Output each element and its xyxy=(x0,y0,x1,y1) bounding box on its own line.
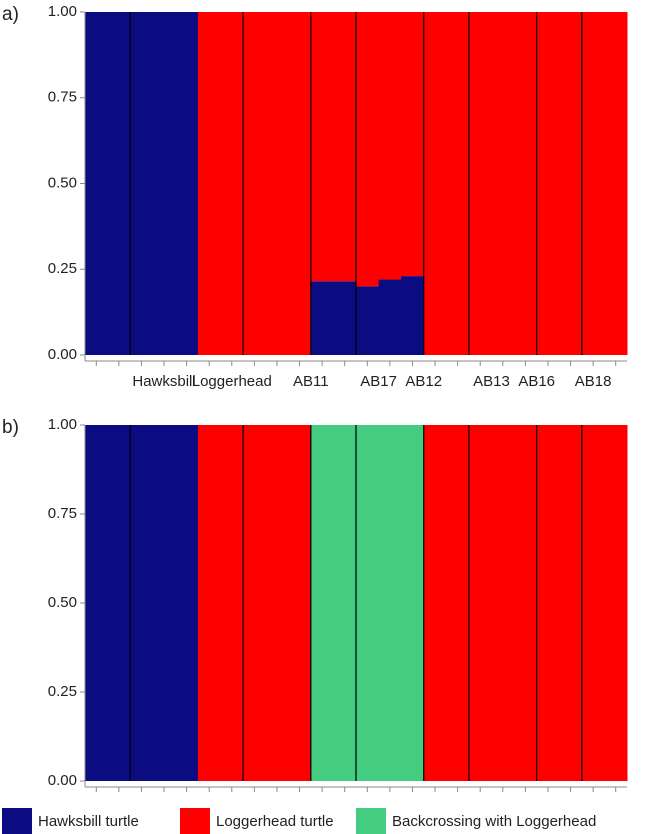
bar-segment xyxy=(423,12,447,355)
bar-segment xyxy=(401,425,425,781)
x-tick-label: AB11 xyxy=(293,373,329,390)
bar-segment xyxy=(220,12,244,355)
bar-segment xyxy=(378,279,402,355)
bar-segment xyxy=(175,425,199,781)
bar-segment xyxy=(333,12,357,282)
x-tick-label: Hawksbill xyxy=(132,373,195,390)
bar-segment xyxy=(468,425,492,781)
bar-segment xyxy=(107,12,131,355)
bar-segment xyxy=(356,12,380,287)
y-tick-label: 1.00 xyxy=(48,416,77,433)
bar-segment xyxy=(310,12,334,282)
panel-label: a) xyxy=(2,4,19,25)
x-tick-label: AB13 xyxy=(473,373,510,390)
bar-segment xyxy=(130,425,154,781)
y-tick-label: 0.75 xyxy=(48,89,77,106)
bar-segment xyxy=(197,425,221,781)
bar-segment xyxy=(491,425,515,781)
bar-segment xyxy=(288,425,312,781)
bar-segment xyxy=(581,12,605,355)
bar-segment xyxy=(378,425,402,781)
bar-segment xyxy=(152,425,176,781)
x-tick-label: AB18 xyxy=(575,373,612,390)
bar-segment xyxy=(130,12,154,355)
bar-segment xyxy=(514,425,538,781)
legend-swatch xyxy=(2,808,32,834)
x-tick-label: AB16 xyxy=(518,373,555,390)
bar-segment xyxy=(197,12,221,355)
legend-label: Backcrossing with Loggerhead xyxy=(392,813,596,830)
bar-segment xyxy=(378,12,402,280)
bar-segment xyxy=(265,425,289,781)
bar-segment xyxy=(152,12,176,355)
bar-segment xyxy=(333,425,357,781)
bar-segment xyxy=(514,12,538,355)
bar-segment xyxy=(243,12,267,355)
y-tick-label: 1.00 xyxy=(48,3,77,20)
y-tick-label: 0.25 xyxy=(48,260,77,277)
bar-segment xyxy=(85,425,109,781)
bar-segment xyxy=(536,12,560,355)
bar-segment xyxy=(423,425,447,781)
panel-label: b) xyxy=(2,417,19,438)
bar-segment xyxy=(401,276,425,355)
y-tick-label: 0.50 xyxy=(48,594,77,611)
bar-segment xyxy=(536,425,560,781)
bar-segment xyxy=(310,281,334,355)
bar-segment xyxy=(559,12,583,355)
legend-label: Hawksbill turtle xyxy=(38,813,139,830)
legend-swatch xyxy=(356,808,386,834)
bar-segment xyxy=(356,425,380,781)
y-tick-label: 0.00 xyxy=(48,772,77,789)
bar-segment xyxy=(175,12,199,355)
bar-segment xyxy=(310,425,334,781)
bar-segment xyxy=(581,425,605,781)
legend-swatch xyxy=(180,808,210,834)
bar-segment xyxy=(243,425,267,781)
x-tick-label: Loggerhead xyxy=(192,373,272,390)
x-tick-label: AB17 xyxy=(360,373,397,390)
bar-segment xyxy=(401,12,425,277)
y-tick-label: 0.00 xyxy=(48,346,77,363)
bar-segment xyxy=(468,12,492,355)
bar-segment xyxy=(604,12,628,355)
x-tick-label: AB12 xyxy=(405,373,442,390)
bar-segment xyxy=(491,12,515,355)
legend-label: Loggerhead turtle xyxy=(216,813,334,830)
y-tick-label: 0.75 xyxy=(48,505,77,522)
y-tick-label: 0.25 xyxy=(48,683,77,700)
bar-segment xyxy=(559,425,583,781)
y-tick-label: 0.50 xyxy=(48,174,77,191)
bar-segment xyxy=(604,425,628,781)
bar-segment xyxy=(446,12,470,355)
bar-segment xyxy=(333,281,357,355)
bar-segment xyxy=(356,286,380,355)
bar-segment xyxy=(85,12,109,355)
bar-segment xyxy=(288,12,312,355)
bar-segment xyxy=(265,12,289,355)
bar-segment xyxy=(220,425,244,781)
bar-segment xyxy=(446,425,470,781)
bar-segment xyxy=(107,425,131,781)
